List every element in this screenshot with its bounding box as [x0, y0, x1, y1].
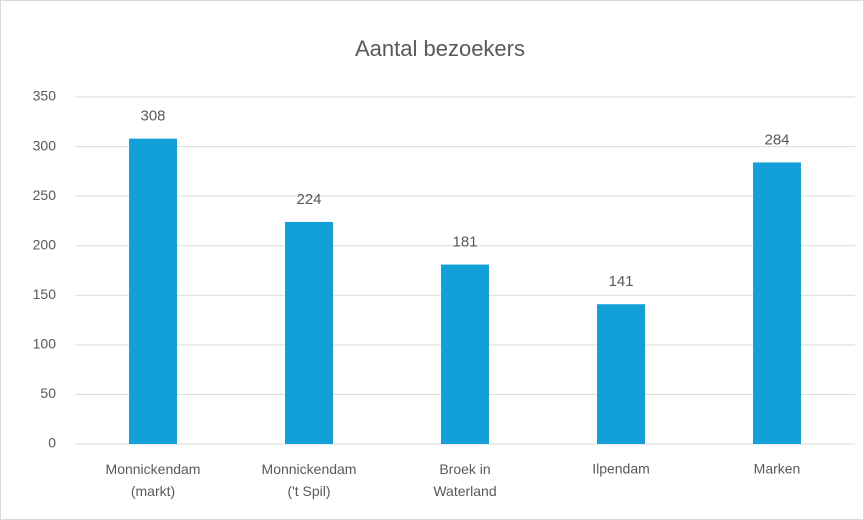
data-label: 141	[608, 273, 633, 290]
data-label: 224	[296, 191, 321, 208]
y-tick-label: 50	[40, 385, 56, 401]
data-label: 181	[452, 234, 477, 251]
y-tick-label: 300	[33, 137, 57, 153]
x-tick-label: Monnickendam (markt)	[106, 461, 201, 499]
bar	[753, 162, 801, 445]
data-label: 284	[764, 131, 789, 148]
bar	[597, 304, 645, 444]
y-tick-label: 0	[48, 435, 56, 451]
y-tick-label: 150	[33, 286, 57, 302]
data-label: 308	[140, 108, 165, 125]
y-tick-label: 100	[33, 336, 57, 352]
x-tick-label: Ilpendam	[592, 461, 650, 477]
x-tick-label: Broek in Waterland	[433, 461, 496, 499]
chart-title: Aantal bezoekers	[355, 36, 525, 61]
bar	[441, 264, 489, 444]
y-tick-label: 200	[33, 236, 57, 252]
y-tick-label: 250	[33, 187, 57, 203]
y-tick-label: 350	[33, 88, 57, 104]
x-tick-label: Monnickendam ('t Spil)	[262, 461, 357, 499]
bar	[129, 138, 177, 444]
bar	[285, 221, 333, 444]
x-tick-label: Marken	[754, 461, 801, 477]
